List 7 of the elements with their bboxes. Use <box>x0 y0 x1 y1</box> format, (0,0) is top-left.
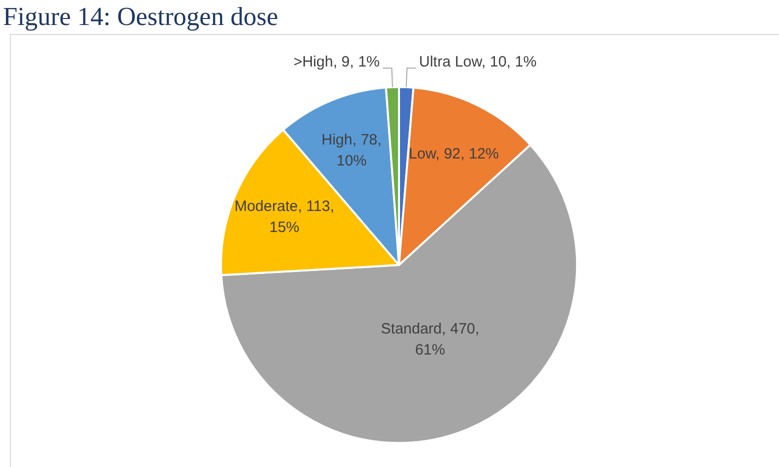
chart-title: Figure 14: Oestrogen dose <box>3 2 278 31</box>
slice-label: Low, 92, 12% <box>408 145 499 162</box>
slice-label: >High, 9, 1% <box>293 53 380 70</box>
slice-label: Standard, 470, 61% <box>380 320 480 359</box>
slice-label: Moderate, 113, 15% <box>234 198 334 236</box>
slice-label: Ultra Low, 10, 1% <box>419 53 537 70</box>
slice-label: High, 78, 10% <box>322 132 382 170</box>
